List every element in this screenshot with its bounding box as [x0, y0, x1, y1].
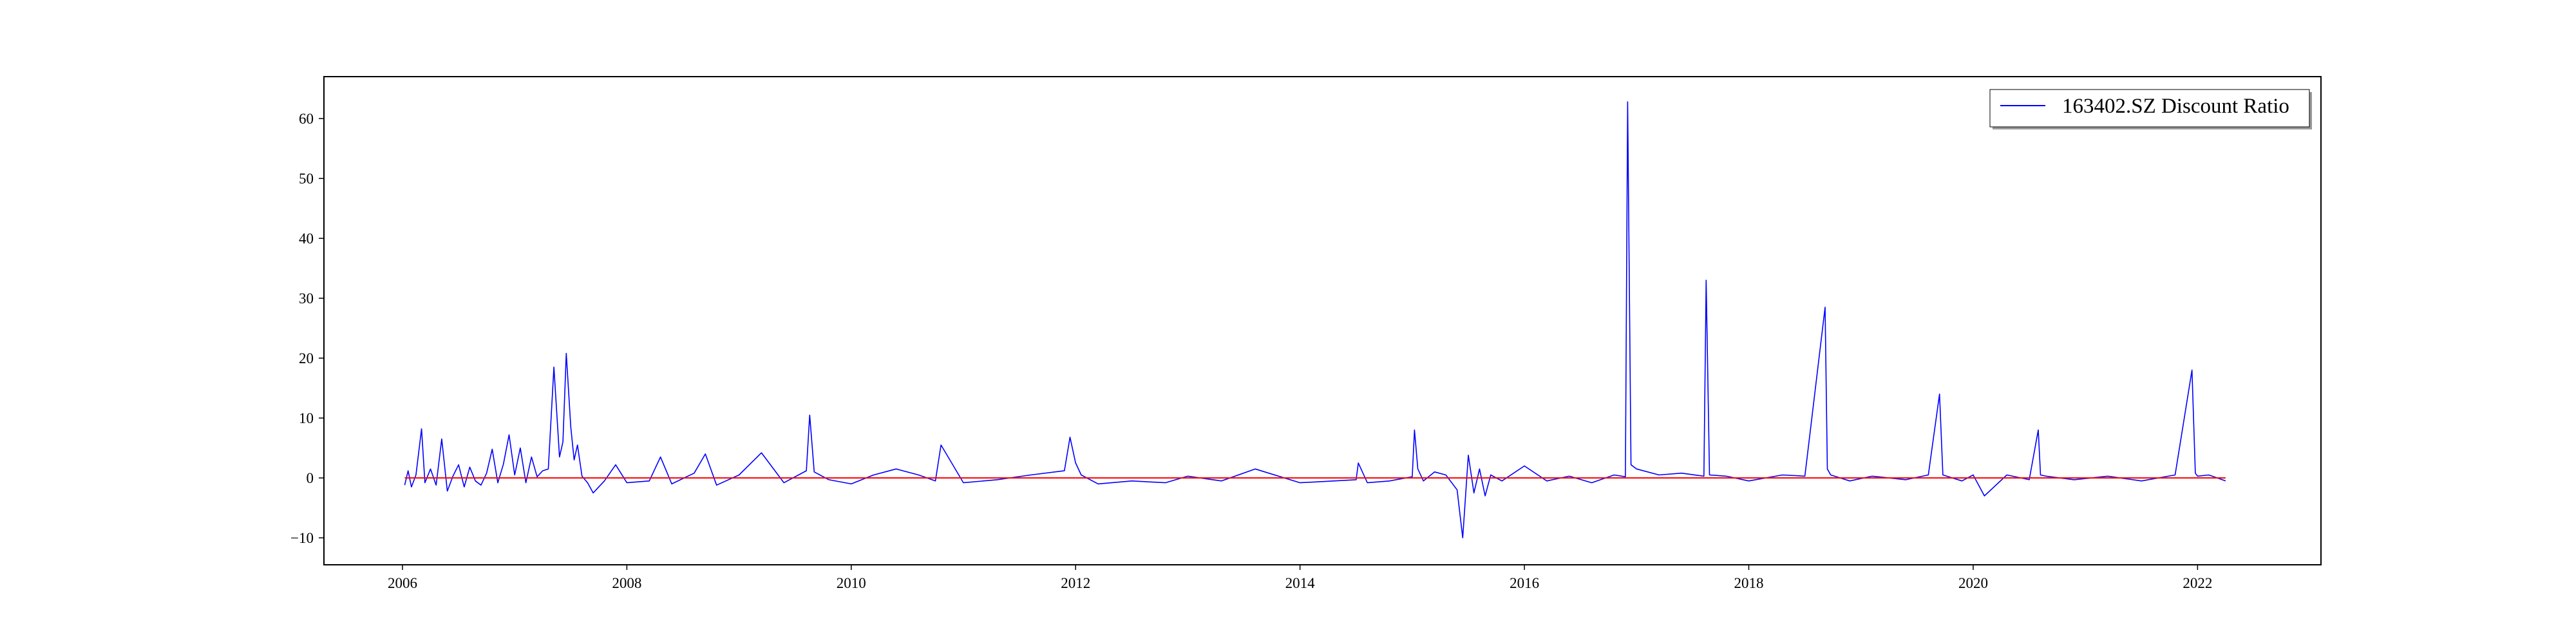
y-tick-label: 50 — [299, 171, 314, 187]
plot-frame — [323, 76, 2322, 565]
x-tick-label: 2006 — [388, 575, 417, 591]
series-line-discount-ratio — [404, 101, 2226, 538]
y-axis-ticks: −10 0 10 20 30 40 50 60 — [290, 111, 324, 546]
y-tick-label: 60 — [299, 111, 314, 127]
series-layer — [404, 101, 2226, 538]
x-tick-label: 2016 — [1510, 575, 1539, 591]
x-tick-label: 2008 — [612, 575, 641, 591]
y-tick-label: −10 — [290, 530, 314, 546]
y-tick-label: 10 — [299, 410, 314, 426]
legend: 163402.SZ Discount Ratio — [1989, 89, 2312, 129]
x-tick-label: 2020 — [1958, 575, 1988, 591]
y-tick-label: 0 — [307, 470, 314, 486]
y-tick-label: 30 — [299, 290, 314, 307]
legend-box — [1989, 89, 2310, 128]
y-tick-label: 40 — [299, 231, 314, 247]
x-tick-label: 2012 — [1061, 575, 1090, 591]
x-axis-ticks: 2006 2008 2010 2012 2014 2016 2018 2020 2022 — [388, 565, 2212, 591]
x-tick-label: 2010 — [837, 575, 866, 591]
legend-label: 163402.SZ Discount Ratio — [2062, 95, 2289, 118]
x-tick-label: 2022 — [2183, 575, 2212, 591]
x-tick-label: 2014 — [1285, 575, 1316, 591]
axes — [323, 76, 2322, 565]
x-tick-label: 2018 — [1734, 575, 1764, 591]
y-tick-label: 20 — [299, 350, 314, 366]
